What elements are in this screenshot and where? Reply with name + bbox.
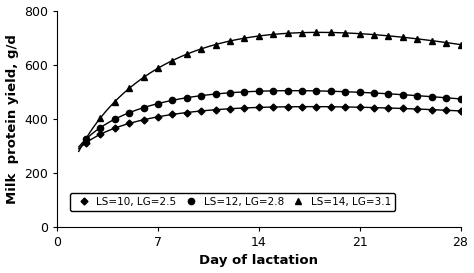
LS=14, LG=3.1 <box>270 33 276 36</box>
LS=10, LG=2.5 <box>242 106 247 109</box>
LS=10, LG=2.5 <box>342 105 348 109</box>
LS=10, LG=2.5 <box>270 105 276 109</box>
LS=10, LG=2.5 <box>141 118 146 121</box>
LS=12, LG=2.8 <box>342 90 348 93</box>
LS=10, LG=2.5 <box>357 106 363 109</box>
LS=14, LG=3.1 <box>314 31 319 34</box>
LS=10, LG=2.5 <box>198 109 204 112</box>
Line: LS=10, LG=2.5: LS=10, LG=2.5 <box>83 104 463 145</box>
LS=12, LG=2.8 <box>227 91 233 94</box>
LS=12, LG=2.8 <box>242 90 247 93</box>
LS=10, LG=2.5 <box>170 113 175 116</box>
Line: LS=14, LG=3.1: LS=14, LG=3.1 <box>83 29 464 142</box>
LS=10, LG=2.5 <box>414 107 420 111</box>
LS=10, LG=2.5 <box>371 106 377 109</box>
LS=10, LG=2.5 <box>127 122 132 125</box>
LS=12, LG=2.8 <box>357 91 363 94</box>
LS=12, LG=2.8 <box>458 97 464 100</box>
LS=10, LG=2.5 <box>429 108 435 111</box>
LS=14, LG=3.1 <box>112 100 118 103</box>
LS=10, LG=2.5 <box>155 115 161 118</box>
LS=14, LG=3.1 <box>371 33 377 36</box>
X-axis label: Day of lactation: Day of lactation <box>200 254 319 268</box>
LS=14, LG=3.1 <box>98 116 103 120</box>
LS=14, LG=3.1 <box>256 34 262 38</box>
LS=14, LG=3.1 <box>400 35 406 39</box>
LS=14, LG=3.1 <box>285 32 291 35</box>
LS=12, LG=2.8 <box>98 126 103 129</box>
LS=14, LG=3.1 <box>170 59 175 62</box>
LS=14, LG=3.1 <box>328 31 334 34</box>
LS=14, LG=3.1 <box>155 67 161 70</box>
LS=14, LG=3.1 <box>443 41 449 44</box>
LS=14, LG=3.1 <box>458 43 464 46</box>
LS=12, LG=2.8 <box>141 106 146 109</box>
LS=10, LG=2.5 <box>213 108 219 111</box>
LS=12, LG=2.8 <box>184 96 190 99</box>
LS=12, LG=2.8 <box>198 94 204 97</box>
LS=12, LG=2.8 <box>371 91 377 95</box>
LS=12, LG=2.8 <box>155 102 161 105</box>
LS=12, LG=2.8 <box>314 89 319 93</box>
LS=10, LG=2.5 <box>328 105 334 108</box>
LS=14, LG=3.1 <box>429 39 435 42</box>
LS=12, LG=2.8 <box>270 89 276 93</box>
LS=12, LG=2.8 <box>429 95 435 98</box>
LS=14, LG=3.1 <box>141 76 146 79</box>
LS=14, LG=3.1 <box>227 39 233 43</box>
LS=12, LG=2.8 <box>127 111 132 114</box>
LS=12, LG=2.8 <box>400 93 406 96</box>
Line: LS=12, LG=2.8: LS=12, LG=2.8 <box>83 88 464 142</box>
LS=10, LG=2.5 <box>227 107 233 110</box>
LS=14, LG=3.1 <box>198 47 204 51</box>
Legend: LS=10, LG=2.5, LS=12, LG=2.8, LS=14, LG=3.1: LS=10, LG=2.5, LS=12, LG=2.8, LS=14, LG=… <box>71 192 395 211</box>
LS=14, LG=3.1 <box>342 31 348 35</box>
LS=12, LG=2.8 <box>213 92 219 96</box>
LS=10, LG=2.5 <box>400 107 406 110</box>
LS=10, LG=2.5 <box>443 109 449 112</box>
LS=14, LG=3.1 <box>213 43 219 46</box>
LS=12, LG=2.8 <box>170 99 175 102</box>
LS=10, LG=2.5 <box>98 133 103 136</box>
LS=12, LG=2.8 <box>328 90 334 93</box>
LS=14, LG=3.1 <box>127 87 132 90</box>
LS=10, LG=2.5 <box>112 126 118 130</box>
LS=14, LG=3.1 <box>242 37 247 40</box>
LS=12, LG=2.8 <box>83 138 89 141</box>
LS=10, LG=2.5 <box>184 111 190 114</box>
LS=12, LG=2.8 <box>299 89 305 92</box>
LS=14, LG=3.1 <box>184 52 190 56</box>
LS=10, LG=2.5 <box>458 109 464 112</box>
LS=12, LG=2.8 <box>112 118 118 121</box>
LS=14, LG=3.1 <box>386 34 392 37</box>
LS=14, LG=3.1 <box>299 31 305 34</box>
LS=10, LG=2.5 <box>386 106 392 110</box>
LS=14, LG=3.1 <box>83 137 89 140</box>
LS=12, LG=2.8 <box>443 96 449 99</box>
LS=12, LG=2.8 <box>386 92 392 96</box>
LS=14, LG=3.1 <box>414 37 420 40</box>
Y-axis label: Milk  protein yield, g/d: Milk protein yield, g/d <box>6 34 18 204</box>
LS=10, LG=2.5 <box>299 105 305 108</box>
LS=12, LG=2.8 <box>414 94 420 97</box>
LS=10, LG=2.5 <box>83 141 89 145</box>
LS=10, LG=2.5 <box>256 106 262 109</box>
LS=12, LG=2.8 <box>256 90 262 93</box>
LS=10, LG=2.5 <box>285 105 291 108</box>
LS=12, LG=2.8 <box>285 89 291 92</box>
LS=10, LG=2.5 <box>314 105 319 108</box>
LS=14, LG=3.1 <box>357 32 363 35</box>
